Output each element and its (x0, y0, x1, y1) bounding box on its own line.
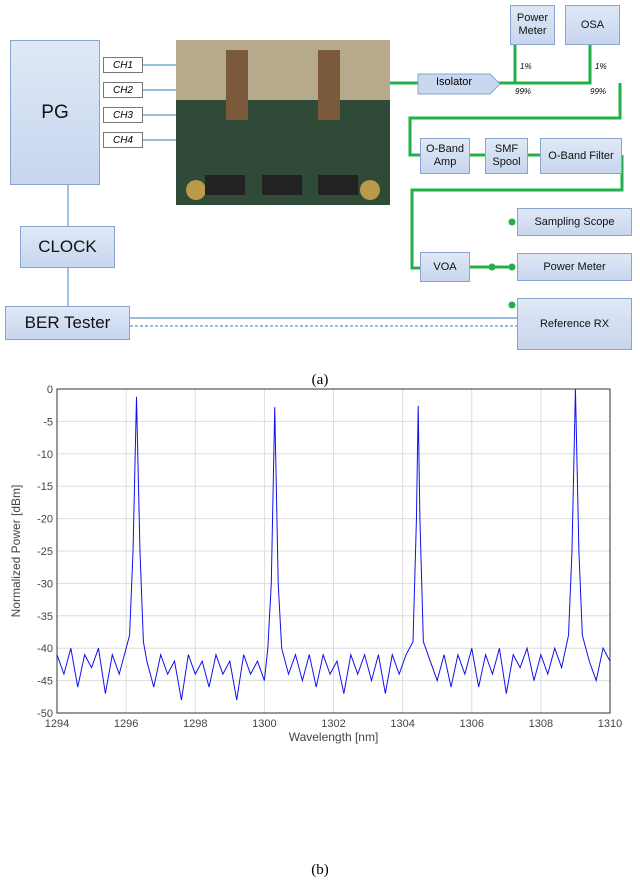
y-tick-label: -20 (37, 514, 53, 526)
channel: CH3 (103, 107, 143, 123)
y-tick-label: -30 (37, 578, 53, 590)
y-tick-label: -15 (37, 481, 53, 493)
voa-box: VOA (420, 252, 470, 282)
spool-box: SMF Spool (485, 138, 528, 174)
pg-box: PG (10, 40, 100, 185)
y-tick-label: -40 (37, 643, 53, 655)
split-label: 1% (595, 62, 607, 71)
y-tick-label: -10 (37, 449, 53, 461)
osa-box: OSA (565, 5, 620, 45)
y-axis-label: Normalized Power [dBm] (9, 485, 23, 618)
filter-box: O-Band Filter (540, 138, 622, 174)
rx-box: Reference RX (517, 298, 632, 350)
power-meter-box: Power Meter (510, 5, 555, 45)
x-tick-label: 1302 (321, 718, 345, 730)
x-tick-label: 1306 (460, 718, 484, 730)
x-tick-label: 1298 (183, 718, 207, 730)
x-tick-label: 1296 (114, 718, 138, 730)
power-meter-box: Power Meter (517, 253, 632, 281)
scope-box: Sampling Scope (517, 208, 632, 236)
split-label: 1% (520, 62, 532, 71)
channel: CH4 (103, 132, 143, 148)
isolator-label: Isolator (418, 76, 490, 88)
caption: (b) (0, 862, 640, 879)
x-tick-label: 1310 (598, 718, 622, 730)
y-tick-label: -25 (37, 546, 53, 558)
x-tick-label: 1304 (390, 718, 414, 730)
figure: PG CH1 CH2 CH3 CH4 CLOCK BER Tester Isol… (0, 0, 640, 893)
x-tick-label: 1294 (45, 718, 69, 730)
x-tick-label: 1300 (252, 718, 276, 730)
y-tick-label: -45 (37, 676, 53, 688)
x-tick-label: 1308 (529, 718, 553, 730)
y-tick-label: 0 (47, 385, 53, 396)
y-tick-label: -35 (37, 611, 53, 623)
channel: CH1 (103, 57, 143, 73)
channel: CH2 (103, 82, 143, 98)
ber-box: BER Tester (5, 306, 130, 340)
x-axis-label: Wavelength [nm] (289, 730, 379, 744)
y-tick-label: -5 (43, 416, 53, 428)
amp-box: O-Band Amp (420, 138, 470, 174)
split-label: 99% (590, 87, 606, 96)
clock-box: CLOCK (20, 226, 115, 268)
split-label: 99% (515, 87, 531, 96)
